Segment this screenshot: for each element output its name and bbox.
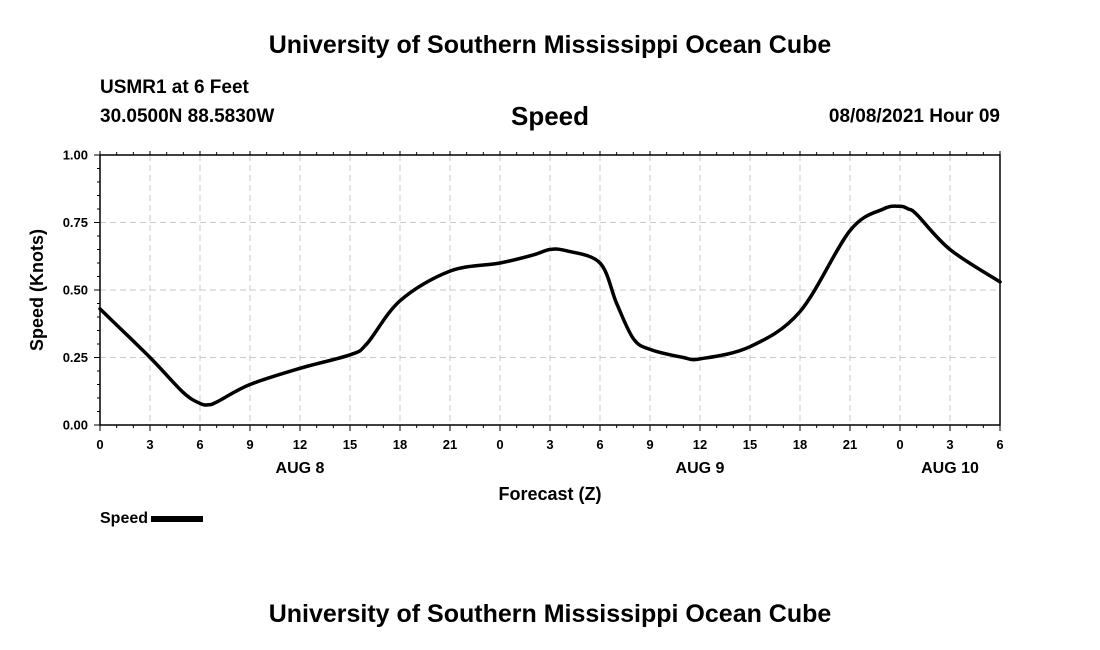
legend-label: Speed [100, 510, 149, 527]
x-tick-label: 21 [843, 437, 857, 452]
x-tick-label: 15 [743, 437, 757, 452]
chart-title: Speed [510, 101, 590, 131]
y-axis-title: Speed (Knots) [27, 229, 47, 351]
x-tick-label: 3 [546, 437, 553, 452]
x-tick-label: 6 [996, 437, 1003, 452]
legend: Speed [100, 510, 204, 528]
x-tick-label: 3 [146, 437, 153, 452]
x-tick-label: 21 [443, 437, 457, 452]
date-label: AUG 10 [921, 460, 979, 477]
page-title-bottom: University of Southern Mississippi Ocean… [268, 600, 832, 628]
legend-line-swatch [151, 515, 204, 522]
y-tick-label: 0.00 [63, 418, 88, 433]
x-tick-label: 3 [946, 437, 953, 452]
x-tick-label: 18 [393, 437, 407, 452]
x-tick-label: 6 [596, 437, 603, 452]
station-coordinates: 30.0500N 88.5830W [100, 106, 275, 127]
x-axis-title: Forecast (Z) [498, 484, 601, 504]
x-tick-label: 9 [646, 437, 653, 452]
x-tick-label: 12 [293, 437, 307, 452]
station-label: USMR1 at 6 Feet [100, 77, 249, 98]
y-tick-label: 0.50 [63, 283, 88, 298]
x-tick-label: 0 [96, 437, 103, 452]
speed-series-line [98, 204, 1002, 407]
x-tick-label: 9 [246, 437, 253, 452]
x-tick-label: 15 [343, 437, 357, 452]
y-tick-label: 0.25 [63, 350, 88, 365]
date-label: AUG 8 [276, 460, 325, 477]
x-tick-label: 0 [496, 437, 503, 452]
y-tick-label: 1.00 [63, 148, 88, 163]
date-label: AUG 9 [676, 460, 725, 477]
x-tick-label: 12 [693, 437, 707, 452]
x-tick-label: 0 [896, 437, 903, 452]
page-title-top: University of Southern Mississippi Ocean… [268, 31, 832, 59]
forecast-datetime: 08/08/2021 Hour 09 [828, 106, 1000, 127]
x-tick-label: 6 [196, 437, 203, 452]
x-tick-label: 18 [793, 437, 807, 452]
y-tick-label: 0.75 [63, 215, 88, 230]
